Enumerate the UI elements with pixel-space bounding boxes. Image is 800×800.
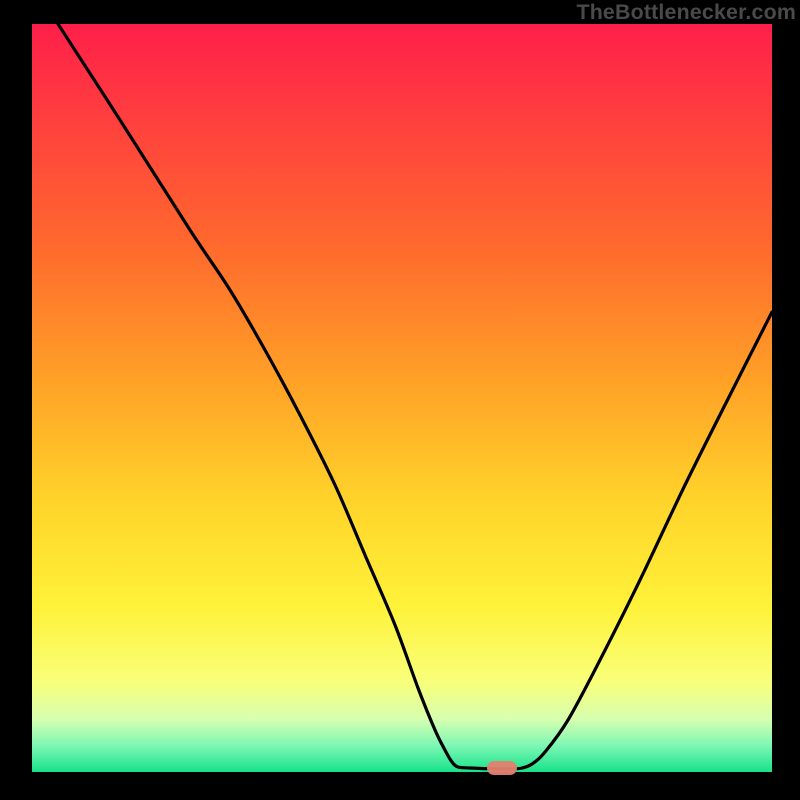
watermark-text: TheBottlenecker.com <box>576 0 796 25</box>
bottleneck-curve <box>0 0 800 800</box>
bottleneck-marker <box>487 761 517 775</box>
chart-frame: TheBottlenecker.com <box>0 0 800 800</box>
